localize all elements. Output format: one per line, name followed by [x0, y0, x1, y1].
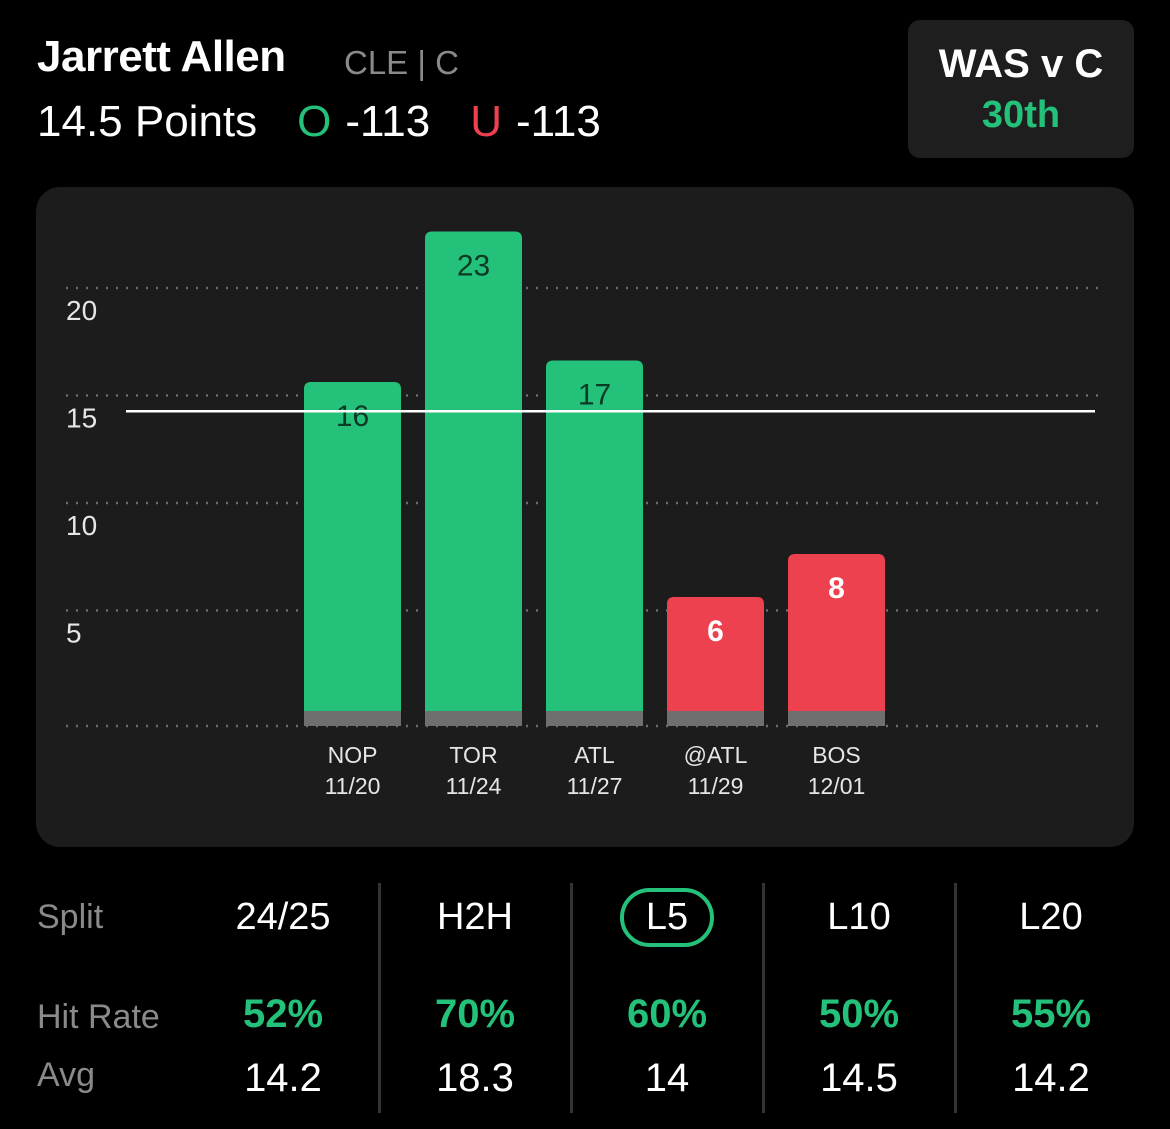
- bar-value-label: 6: [707, 615, 724, 648]
- over-odds[interactable]: -113: [345, 97, 431, 146]
- avg-value: 14.2: [244, 1056, 322, 1100]
- bar-base-strip: [788, 711, 885, 726]
- team-position: CLE | C: [344, 44, 459, 81]
- bar-value-label: 16: [336, 400, 369, 433]
- avg-value: 14.2: [1012, 1056, 1090, 1100]
- avg-value: 18.3: [436, 1056, 514, 1100]
- matchup-title: WAS v C: [938, 42, 1104, 86]
- bar-at-atl: [667, 597, 764, 726]
- split-tab-text[interactable]: L20: [1019, 896, 1083, 938]
- bar-atl: [546, 360, 643, 726]
- bar-value-label: 8: [828, 572, 845, 605]
- prop-line: 14.5 Points: [37, 97, 258, 146]
- y-tick-label: 10: [66, 510, 97, 541]
- split-row-label: Split: [37, 898, 104, 936]
- x-tick-opponent: NOP: [328, 742, 378, 768]
- bar-bos: [788, 554, 885, 726]
- x-tick-opponent: @ATL: [684, 742, 748, 768]
- hit-rate-value: 52%: [242, 992, 324, 1036]
- x-tick-date: 11/24: [446, 773, 502, 799]
- under-letter[interactable]: U: [470, 97, 502, 146]
- hit-rate-row-label: Hit Rate: [37, 998, 160, 1036]
- column-divider: [954, 883, 957, 1113]
- bar-base-strip: [667, 711, 764, 726]
- column-divider: [378, 883, 381, 1113]
- hit-rate-value: 60%: [626, 992, 708, 1036]
- bar-base-strip: [304, 711, 401, 726]
- bar-nop: [304, 382, 401, 726]
- split-tab-label[interactable]: L5: [571, 888, 763, 947]
- split-tab-label[interactable]: 24/25: [187, 896, 379, 939]
- y-tick-label: 20: [66, 295, 97, 326]
- over-letter[interactable]: O: [297, 97, 332, 146]
- bar-value-label: 23: [457, 250, 490, 283]
- bar-tor: [425, 231, 522, 726]
- bar-chart: 5 10 15 20 16 NOP 11/20 23 TOR 11/24 17 ATL 11/27 6 @A…: [66, 231, 1104, 799]
- x-tick-date: 11/29: [688, 773, 744, 799]
- x-tick-opponent: BOS: [812, 742, 861, 768]
- avg-value: 14: [644, 1056, 690, 1100]
- x-tick-date: 11/27: [567, 773, 623, 799]
- x-tick-opponent: TOR: [449, 742, 497, 768]
- x-tick-date: 11/20: [325, 773, 381, 799]
- split-tab-text[interactable]: L5: [619, 888, 715, 947]
- split-tab-label[interactable]: L20: [955, 896, 1147, 939]
- column-divider: [570, 883, 573, 1113]
- stats-table: Split Hit Rate Avg 24/25 52% 14.2 H2H 70% 18.…: [0, 880, 1170, 1129]
- y-tick-label: 15: [66, 403, 97, 434]
- matchup-rank: 30th: [981, 94, 1061, 136]
- under-odds[interactable]: -113: [515, 97, 601, 146]
- bar-base-strip: [425, 711, 522, 726]
- y-tick-label: 5: [66, 618, 82, 649]
- avg-value: 14.5: [820, 1056, 898, 1100]
- matchup-card[interactable]: WAS v C 30th: [908, 20, 1134, 158]
- hit-rate-value: 70%: [434, 992, 516, 1036]
- split-tab-label[interactable]: L10: [763, 896, 955, 939]
- hit-rate-value: 50%: [818, 992, 900, 1036]
- hit-rate-value: 55%: [1010, 992, 1092, 1036]
- split-tab-text[interactable]: L10: [827, 896, 891, 938]
- prop-line-row: 14.5 Points O -113 U -113: [37, 97, 601, 147]
- bar-base-strip: [546, 711, 643, 726]
- bar-value-label: 17: [578, 379, 611, 412]
- x-tick-opponent: ATL: [574, 742, 615, 768]
- player-name: Jarrett Allen: [37, 32, 286, 81]
- split-tab-label[interactable]: H2H: [379, 896, 571, 939]
- column-divider: [762, 883, 765, 1113]
- split-tab-text[interactable]: H2H: [436, 896, 514, 938]
- x-tick-date: 12/01: [808, 773, 866, 799]
- split-tab-text[interactable]: 24/25: [235, 896, 331, 938]
- chart-panel: 5 10 15 20 16 NOP 11/20 23 TOR 11/24 17 ATL 11/27 6 @A…: [36, 187, 1134, 847]
- avg-row-label: Avg: [37, 1056, 95, 1094]
